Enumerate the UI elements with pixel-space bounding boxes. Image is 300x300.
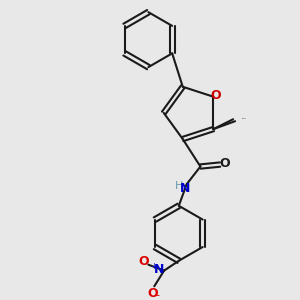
Text: +: +	[150, 262, 157, 271]
Text: -: -	[155, 290, 159, 300]
Text: O: O	[138, 255, 149, 268]
Text: O: O	[210, 89, 221, 102]
Text: methyl: methyl	[242, 118, 247, 119]
Text: H: H	[175, 181, 183, 191]
Text: N: N	[179, 182, 190, 195]
Text: O: O	[147, 287, 158, 300]
Text: O: O	[220, 157, 230, 170]
Text: N: N	[154, 263, 164, 276]
